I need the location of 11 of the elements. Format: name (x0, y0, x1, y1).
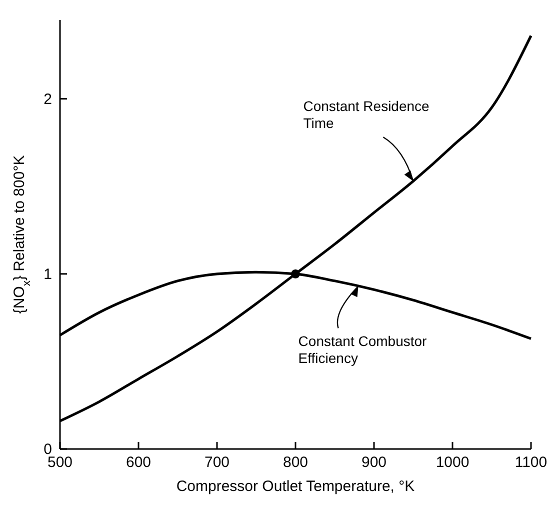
x-tick-label: 600 (126, 454, 152, 471)
x-tick-label: 1100 (514, 454, 548, 471)
y-tick-label: 1 (44, 266, 52, 283)
x-tick-label: 1000 (436, 454, 470, 471)
annotation: Constant Residence Time (303, 98, 430, 132)
x-axis-title: Compressor Outlet Temperature, °K (176, 478, 415, 495)
x-tick-label: 700 (204, 454, 230, 471)
y-tick-label: 2 (44, 90, 52, 108)
x-tick-label: 800 (282, 454, 308, 471)
x-tick-label: 900 (361, 454, 387, 471)
annotation: Constant Combustor Efficiency (298, 333, 428, 366)
